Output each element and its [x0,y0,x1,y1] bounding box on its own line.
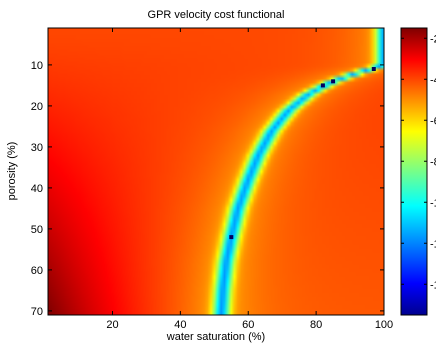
heatmap-plot-area [47,27,385,316]
y-axis-label: porosity (%) [6,142,18,201]
colorbar-tick-label: -8 [430,156,436,168]
x-tick-label: 80 [310,319,322,331]
x-axis-label: water saturation (%) [166,331,265,343]
colorbar: -2 -4 -6 -8 -10 -12 -14 [400,27,436,316]
y-tick-label: 20 [31,101,43,113]
x-tick-label: 20 [106,319,118,331]
colorbar-tick-label: -2 [430,33,436,45]
y-tick-label: 70 [31,306,43,318]
x-tick-label: 60 [242,319,254,331]
minimum-marker [331,79,336,84]
x-axis: 20 40 60 80 100 [106,28,393,331]
heatmap-image [48,28,384,315]
y-tick-label: 60 [31,265,43,277]
chart-title: GPR velocity cost functional [148,9,285,21]
colorbar-gradient [400,27,428,316]
colorbar-tick-label: -6 [430,115,436,127]
plot-frame [47,27,385,316]
y-tick-label: 10 [31,60,43,72]
colorbar-tick-label: -10 [430,197,436,209]
minimum-marker [320,83,325,88]
minimum-marker [371,67,376,71]
colorbar-ticks: -2 -4 -6 -8 -10 -12 -14 [401,33,436,291]
y-tick-label: 40 [31,183,43,195]
colorbar-tick-label: -4 [430,74,436,86]
y-tick-label: 30 [31,142,43,154]
x-tick-label: 100 [375,319,393,331]
colorbar-tick-label: -12 [430,238,436,250]
y-tick-label: 50 [31,224,43,236]
minima-overlay [229,67,376,240]
x-tick-label: 40 [174,319,186,331]
colorbar-tick-label: -14 [430,279,436,291]
y-axis: 10 20 30 40 50 60 70 [31,60,384,318]
minimum-marker [229,235,234,240]
